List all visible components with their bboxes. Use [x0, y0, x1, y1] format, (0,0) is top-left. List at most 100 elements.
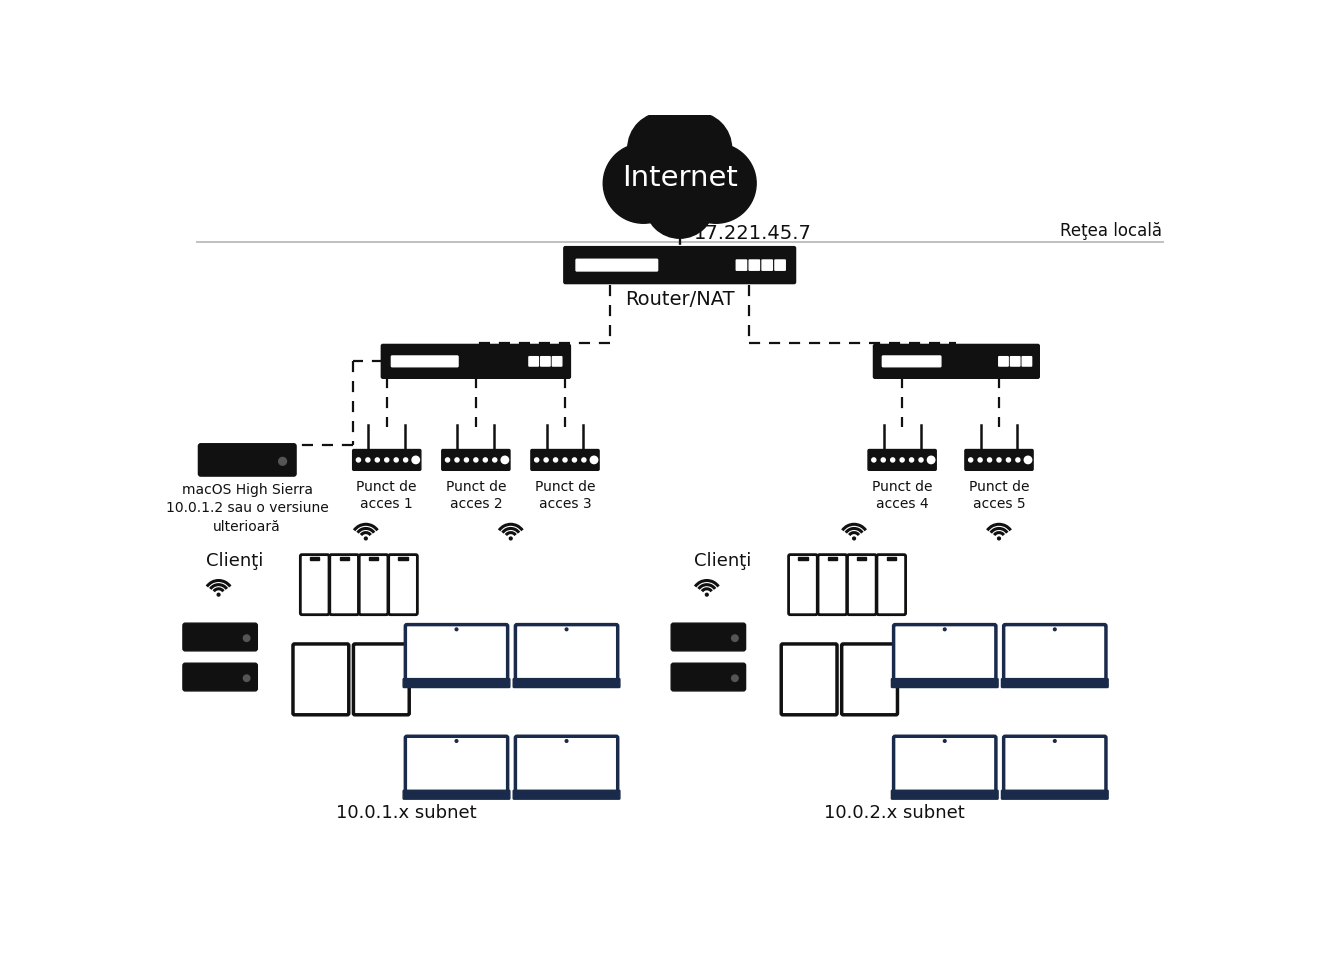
Circle shape: [243, 675, 249, 681]
FancyBboxPatch shape: [1002, 790, 1108, 799]
Circle shape: [853, 537, 856, 540]
Circle shape: [909, 458, 913, 462]
Circle shape: [1054, 740, 1056, 742]
FancyBboxPatch shape: [775, 260, 786, 270]
FancyBboxPatch shape: [873, 345, 1039, 378]
FancyBboxPatch shape: [391, 356, 458, 367]
Circle shape: [890, 458, 894, 462]
Circle shape: [943, 740, 946, 742]
FancyBboxPatch shape: [848, 555, 876, 615]
Circle shape: [929, 458, 933, 462]
Text: Punct de
acces 1: Punct de acces 1: [357, 480, 417, 512]
Bar: [398, 557, 407, 560]
Circle shape: [365, 537, 368, 540]
Circle shape: [1026, 458, 1030, 462]
Circle shape: [1024, 456, 1031, 464]
Text: 10.0.2.x subnet: 10.0.2.x subnet: [824, 804, 965, 822]
Circle shape: [385, 458, 389, 462]
FancyBboxPatch shape: [1010, 356, 1020, 366]
FancyBboxPatch shape: [183, 623, 257, 650]
FancyBboxPatch shape: [552, 356, 561, 366]
FancyBboxPatch shape: [882, 356, 941, 367]
Circle shape: [1006, 458, 1010, 462]
Circle shape: [376, 458, 380, 462]
FancyBboxPatch shape: [531, 449, 598, 470]
FancyBboxPatch shape: [300, 555, 329, 615]
Circle shape: [411, 456, 419, 464]
FancyBboxPatch shape: [515, 625, 617, 681]
FancyBboxPatch shape: [762, 260, 772, 270]
Circle shape: [660, 112, 731, 185]
Circle shape: [502, 456, 508, 464]
Bar: [799, 557, 808, 560]
Circle shape: [413, 458, 417, 462]
Text: Punct de
acces 5: Punct de acces 5: [969, 480, 1030, 512]
FancyBboxPatch shape: [405, 625, 508, 681]
Circle shape: [731, 675, 738, 681]
Circle shape: [872, 458, 876, 462]
Circle shape: [544, 458, 548, 462]
Circle shape: [455, 740, 458, 742]
FancyBboxPatch shape: [515, 737, 617, 792]
Circle shape: [357, 458, 361, 462]
FancyBboxPatch shape: [360, 555, 387, 615]
Circle shape: [928, 456, 934, 464]
Circle shape: [565, 740, 568, 742]
Bar: [857, 557, 867, 560]
Circle shape: [502, 458, 506, 462]
FancyBboxPatch shape: [514, 678, 620, 688]
FancyBboxPatch shape: [293, 644, 349, 715]
Text: 17.221.45.7: 17.221.45.7: [694, 224, 812, 243]
Circle shape: [492, 458, 496, 462]
Circle shape: [572, 458, 576, 462]
Circle shape: [581, 458, 587, 462]
Circle shape: [394, 458, 398, 462]
FancyBboxPatch shape: [750, 260, 759, 270]
Text: Punct de
acces 3: Punct de acces 3: [535, 480, 596, 512]
FancyBboxPatch shape: [671, 623, 746, 650]
Circle shape: [998, 537, 1001, 540]
Circle shape: [978, 458, 982, 462]
Circle shape: [366, 458, 370, 462]
Circle shape: [969, 458, 973, 462]
FancyBboxPatch shape: [965, 449, 1034, 470]
FancyBboxPatch shape: [788, 555, 817, 615]
FancyBboxPatch shape: [736, 260, 747, 270]
FancyBboxPatch shape: [199, 444, 296, 476]
Text: Clienţi: Clienţi: [206, 553, 264, 570]
Circle shape: [675, 144, 756, 223]
FancyBboxPatch shape: [841, 644, 897, 715]
Text: Reţea locală: Reţea locală: [1060, 221, 1161, 240]
Bar: [886, 557, 896, 560]
Circle shape: [553, 458, 557, 462]
Circle shape: [455, 458, 459, 462]
FancyBboxPatch shape: [330, 555, 358, 615]
FancyBboxPatch shape: [1002, 678, 1108, 688]
Circle shape: [403, 458, 407, 462]
Circle shape: [592, 458, 596, 462]
FancyBboxPatch shape: [405, 737, 508, 792]
FancyBboxPatch shape: [389, 555, 418, 615]
FancyBboxPatch shape: [403, 790, 510, 799]
FancyBboxPatch shape: [514, 790, 620, 799]
Circle shape: [565, 628, 568, 630]
Circle shape: [483, 458, 487, 462]
Circle shape: [706, 593, 709, 596]
FancyBboxPatch shape: [1003, 625, 1105, 681]
FancyBboxPatch shape: [353, 449, 421, 470]
FancyBboxPatch shape: [817, 555, 847, 615]
FancyBboxPatch shape: [576, 260, 658, 271]
Circle shape: [535, 458, 539, 462]
Text: macOS High Sierra
10.0.1.2 sau o versiune
ulterioară: macOS High Sierra 10.0.1.2 sau o versiun…: [166, 483, 329, 534]
FancyBboxPatch shape: [403, 678, 510, 688]
FancyBboxPatch shape: [893, 625, 995, 681]
FancyBboxPatch shape: [353, 644, 409, 715]
FancyBboxPatch shape: [782, 644, 837, 715]
Text: Internet: Internet: [622, 164, 738, 193]
Circle shape: [645, 170, 714, 239]
Circle shape: [510, 537, 512, 540]
FancyBboxPatch shape: [868, 449, 937, 470]
Bar: [828, 557, 837, 560]
Circle shape: [604, 144, 683, 223]
Bar: [340, 557, 349, 560]
